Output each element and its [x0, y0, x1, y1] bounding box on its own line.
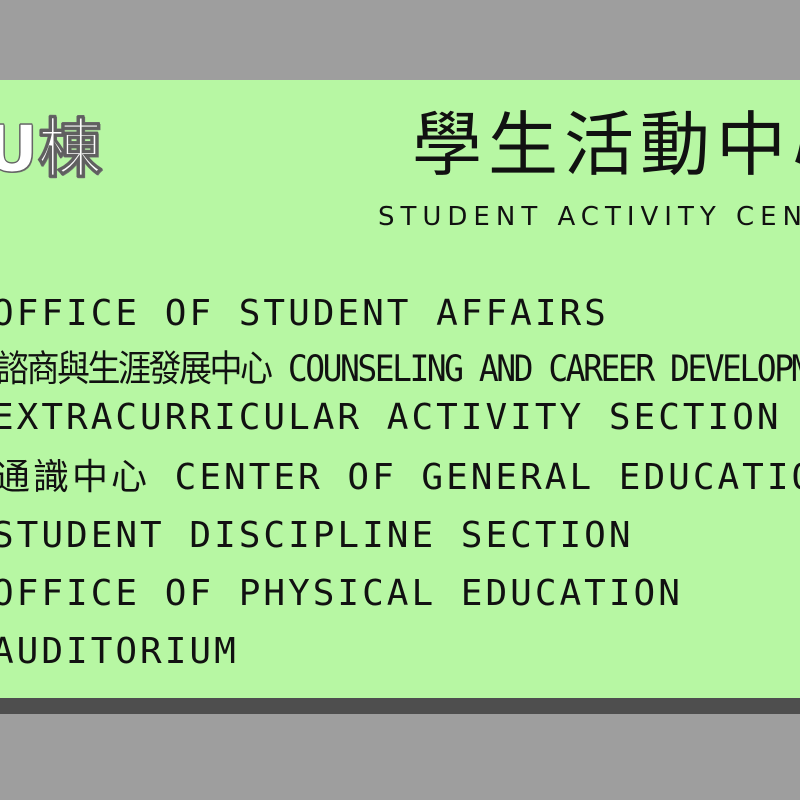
office-entry: STUDENT DISCIPLINE SECTION: [0, 515, 634, 556]
sign-title-chinese: 學生活動中心: [412, 104, 800, 186]
office-entry: AUDITORIUM: [0, 631, 239, 672]
building-code: U棟: [0, 113, 102, 187]
office-entry: 諮商與生涯發展中心 COUNSELING AND CAREER DEVELOPM…: [0, 346, 800, 390]
office-entry: OFFICE OF STUDENT AFFAIRS: [0, 293, 609, 334]
office-entry: 通識中心 CENTER OF GENERAL EDUCATION: [0, 457, 800, 498]
directory-sign: [0, 80, 800, 698]
sign-bottom-edge: [0, 698, 800, 714]
office-entry: EXTRACURRICULAR ACTIVITY SECTION: [0, 397, 782, 438]
sign-title-english: STUDENT ACTIVITY CENTER: [378, 202, 800, 232]
office-entry: OFFICE OF PHYSICAL EDUCATION: [0, 573, 683, 614]
